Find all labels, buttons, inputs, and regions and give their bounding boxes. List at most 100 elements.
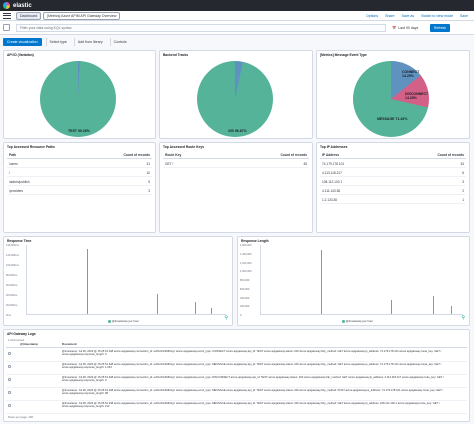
panel-ip-addresses: Top IP Addresses IP Address Count of rec… bbox=[316, 142, 470, 233]
panel-title: Top Accessed Resource Paths bbox=[7, 145, 55, 149]
top-header: elastic bbox=[0, 0, 474, 11]
doc-row[interactable]: @timestamp: Jul 28, 2023 @ 15:25:51.348 … bbox=[6, 350, 467, 362]
query-bar: Filter your data using KQL syntax 📅 Last… bbox=[0, 21, 474, 35]
data-spike bbox=[321, 250, 322, 314]
pie-chart[interactable] bbox=[40, 61, 116, 137]
table-row: 108.112.102.1 3 bbox=[320, 178, 466, 186]
panel-title: Top Accessed Route Keys bbox=[163, 145, 205, 149]
refresh-button[interactable]: Refresh bbox=[430, 23, 450, 32]
kql-search-input[interactable]: Filter your data using KQL syntax bbox=[16, 23, 386, 32]
panel-event-type: [Metrics] Message Event Type CONNECT 14.2… bbox=[316, 50, 470, 139]
dashboard-toolbar: Create visualization Select type Add fro… bbox=[0, 35, 474, 48]
col-timestamp[interactable]: @timestamp bbox=[20, 342, 38, 346]
y-tick-label: 200,000 bbox=[240, 305, 250, 309]
breadcrumb-dashboard[interactable]: Dashboard bbox=[16, 11, 42, 20]
table-row: GET /45 bbox=[163, 160, 309, 168]
y-tick-label: 400,000 bbox=[240, 296, 250, 300]
time-range: Last 90 days bbox=[398, 25, 419, 30]
select-type-button[interactable]: Select type bbox=[45, 37, 70, 46]
menu-share[interactable]: Share bbox=[385, 13, 395, 18]
y-tick-label: 140,000ms bbox=[6, 244, 19, 247]
panel-title: API Gateway Logs bbox=[7, 332, 36, 336]
menu-options[interactable]: Options bbox=[366, 13, 379, 18]
col-count[interactable]: Count of records bbox=[123, 153, 150, 157]
data-spike bbox=[451, 306, 452, 314]
y-tick-label: 1,200,000 bbox=[240, 261, 252, 265]
pie-chart[interactable] bbox=[353, 61, 429, 137]
breadcrumb-bar: Dashboard [Metrics] Azure APIM API Gatew… bbox=[0, 11, 474, 21]
data-spike bbox=[433, 296, 434, 314]
col-count[interactable]: Count of records bbox=[437, 153, 464, 157]
y-tick-label: 60,000ms bbox=[6, 284, 18, 287]
table-row: /10 bbox=[7, 169, 152, 177]
chart-legend[interactable]: @timestamp per hour bbox=[342, 319, 373, 323]
y-tick-label: 80,000ms bbox=[6, 274, 18, 277]
hamburger-menu-icon[interactable] bbox=[3, 12, 11, 19]
panel-title: Response Time bbox=[7, 239, 32, 243]
doc-row[interactable]: @timestamp: Jul 28, 2023 @ 15:25:51.348 … bbox=[6, 402, 467, 414]
col-count[interactable]: Count of records bbox=[280, 153, 307, 157]
y-tick-label: 120,000ms bbox=[6, 254, 19, 257]
doc-table-header: @timestamp Document bbox=[6, 342, 467, 348]
hits-count: 1 field sorted bbox=[8, 338, 25, 342]
panel-response-length: Response Length 1,600,000 1,400,000 1,200,… bbox=[237, 236, 470, 326]
table-row: 1.2.133.36 1 bbox=[320, 196, 466, 204]
doc-text: @timestamp: Jul 28, 2023 @ 15:25:51.348 … bbox=[62, 402, 440, 409]
y-tick-label: 0ms bbox=[6, 314, 11, 317]
filter-icon[interactable] bbox=[3, 24, 10, 31]
data-spike bbox=[211, 308, 212, 314]
logo-text: elastic bbox=[13, 2, 32, 9]
menu-view-mode[interactable]: Switch to view mode bbox=[421, 13, 454, 18]
chart-legend[interactable]: @timestamp per hour bbox=[108, 319, 139, 323]
lens-icon[interactable]: ⚲ bbox=[461, 315, 465, 321]
elastic-logo[interactable]: elastic bbox=[3, 2, 32, 9]
data-spike bbox=[87, 249, 88, 314]
panel-backend-tracks: Backend Tracks 200 96.67% bbox=[159, 50, 313, 139]
panel-title: Backend Tracks bbox=[163, 53, 189, 57]
table-header: Route Key Count of records bbox=[163, 153, 309, 159]
panel-route-keys: Top Accessed Route Keys Route Key Count … bbox=[159, 142, 313, 233]
col-route-key[interactable]: Route Key bbox=[165, 153, 182, 157]
y-tick-label: 100,000ms bbox=[6, 264, 19, 267]
doc-row[interactable]: @timestamp: Jul 28, 2023 @ 15:25:51.348 … bbox=[6, 363, 467, 375]
menu-save-as[interactable]: Save as bbox=[401, 13, 415, 18]
panel-api-gateway-logs: API Gateway Logs 1 field sorted @timesta… bbox=[3, 329, 470, 422]
expand-row-icon[interactable] bbox=[8, 365, 11, 368]
col-ip[interactable]: IP Address bbox=[322, 153, 340, 157]
doc-text: @timestamp: Jul 28, 2023 @ 15:25:51.348 … bbox=[62, 376, 444, 383]
panel-resource-paths: Top Accessed Resource Paths Path Count o… bbox=[3, 142, 156, 233]
col-path[interactable]: Path bbox=[9, 153, 17, 157]
doc-row[interactable]: @timestamp: Jul 28, 2023 @ 15:25:51.348 … bbox=[6, 389, 467, 401]
controls-button[interactable]: Controls bbox=[109, 37, 130, 46]
y-tick-label: 20,000ms bbox=[6, 304, 18, 307]
y-tick-label: 600,000 bbox=[240, 287, 250, 291]
table-row: 74.179.178.101 34 bbox=[320, 160, 466, 168]
pie-chart[interactable] bbox=[197, 61, 273, 137]
add-from-library-button[interactable]: Add from library bbox=[73, 37, 106, 46]
expand-row-icon[interactable] bbox=[8, 391, 11, 394]
pie-label-disconnect: DISCONNECT 14.29% bbox=[405, 92, 429, 100]
elastic-logo-icon bbox=[3, 2, 10, 9]
table-row: 4.111.143.36 2 bbox=[320, 187, 466, 195]
table-row: /providers 3 bbox=[7, 187, 152, 195]
expand-row-icon[interactable] bbox=[8, 378, 11, 381]
doc-row[interactable]: @timestamp: Jul 28, 2023 @ 15:25:51.348 … bbox=[6, 376, 467, 388]
panel-title: Top IP Addresses bbox=[320, 145, 348, 149]
breadcrumb-current: [Metrics] Azure APIM API Gateway Overvie… bbox=[43, 11, 121, 20]
panel-title: [Metrics] Message Event Type bbox=[320, 53, 367, 57]
calendar-icon: 📅 bbox=[392, 25, 397, 30]
rows-per-page[interactable]: Rows per page: 100 bbox=[8, 415, 34, 419]
y-tick-label: 0 bbox=[240, 314, 242, 317]
expand-row-icon[interactable] bbox=[8, 404, 11, 407]
plot-area[interactable] bbox=[260, 245, 463, 315]
expand-row-icon[interactable] bbox=[8, 352, 11, 355]
plot-area[interactable] bbox=[26, 245, 226, 315]
pie-label-message: MESSAGE 71.43% bbox=[377, 117, 408, 121]
menu-save[interactable]: Save bbox=[460, 13, 468, 18]
lens-icon[interactable]: ⚲ bbox=[224, 315, 228, 321]
col-document[interactable]: Document bbox=[62, 342, 77, 346]
data-spike bbox=[195, 302, 196, 314]
create-visualization-button[interactable]: Create visualization bbox=[3, 37, 42, 46]
time-picker[interactable]: 📅 Last 90 days bbox=[392, 24, 422, 32]
panel-response-time: Response Time 140,000ms 120,000ms 100,000m… bbox=[3, 236, 233, 326]
